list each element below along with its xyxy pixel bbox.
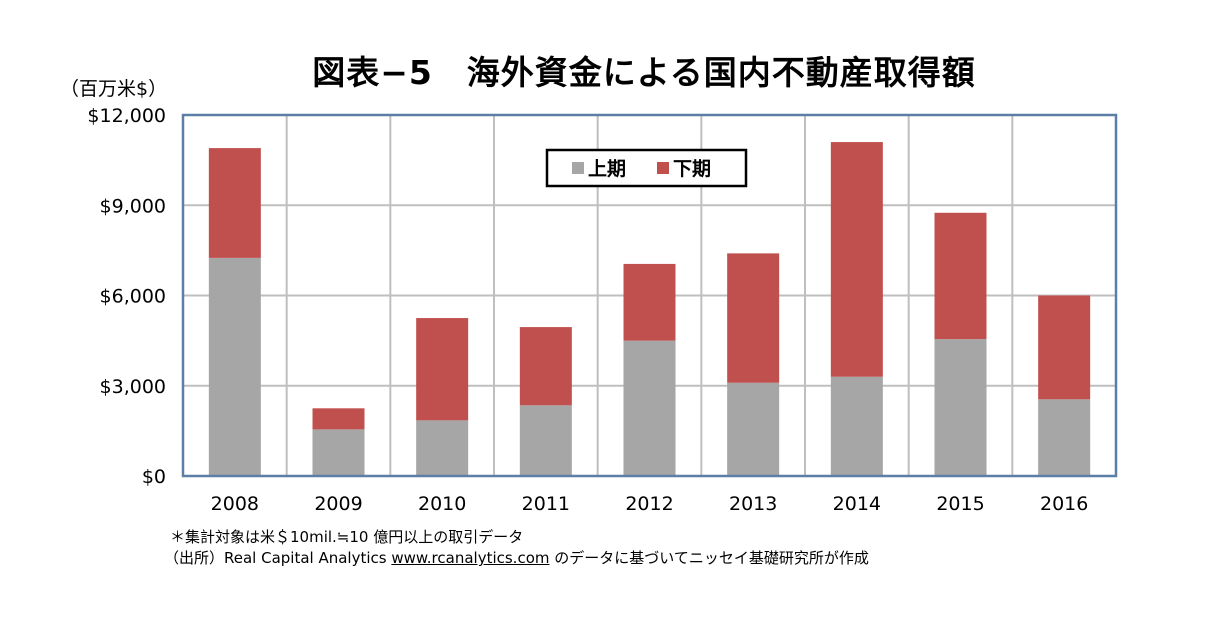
source-link[interactable]: www.rcanalytics.com	[391, 549, 550, 567]
stacked-bar-chart: $0 $3,000 $6,000 $9,000 $12,000 2008 2009 2010…	[87, 105, 1118, 515]
bar-2012-second-half	[623, 263, 676, 341]
bar-2010-second-half	[416, 318, 469, 421]
bar-2009-first-half	[312, 429, 365, 476]
footnote-source: （出所）Real Capital Analytics www.rcanalyti…	[164, 547, 869, 568]
bar-2014-second-half	[830, 142, 883, 377]
x-tick-label-2009: 2009	[314, 493, 362, 515]
chart-title: 図表−5 海外資金による国内不動産取得額	[312, 53, 976, 92]
x-tick-label-2014: 2014	[833, 493, 881, 515]
bar-2015-second-half	[934, 212, 987, 340]
bar-2008-first-half	[208, 257, 261, 476]
legend-swatch	[572, 162, 584, 174]
bars	[208, 142, 1091, 476]
legend-label: 下期	[673, 158, 711, 180]
legend-swatch	[657, 162, 669, 174]
bar-2012-first-half	[623, 340, 676, 476]
x-tick-label-2011: 2011	[522, 493, 570, 515]
x-tick-label-2008: 2008	[211, 493, 259, 515]
bar-2011-second-half	[519, 327, 572, 406]
y-tick-label: $0	[142, 466, 166, 488]
bar-2016-second-half	[1038, 295, 1091, 400]
bar-2008-second-half	[208, 148, 261, 258]
bar-2015-first-half	[934, 339, 987, 476]
x-tick-label-2015: 2015	[936, 493, 984, 515]
footnote-criteria: ＊集計対象は米＄10mil.≒10 億円以上の取引データ	[170, 528, 524, 546]
source-suffix: のデータに基づいてニッセイ基礎研究所が作成	[549, 549, 869, 567]
bar-2013-second-half	[727, 253, 780, 383]
bar-2010-first-half	[416, 420, 469, 476]
x-tick-label-2012: 2012	[625, 493, 673, 515]
bar-2014-first-half	[830, 376, 883, 476]
y-axis-ticks: $0 $3,000 $6,000 $9,000 $12,000	[87, 105, 166, 488]
bar-2011-first-half	[519, 405, 572, 476]
bar-2013-first-half	[727, 382, 780, 476]
x-tick-label-2013: 2013	[729, 493, 777, 515]
source-prefix: （出所）Real Capital Analytics	[164, 549, 392, 567]
bar-2009-second-half	[312, 408, 365, 430]
y-axis-unit-label: （百万米$）	[60, 78, 168, 100]
bar-2016-first-half	[1038, 399, 1091, 476]
plot-border	[181, 113, 1118, 478]
y-tick-label: $9,000	[100, 195, 166, 217]
legend: 上期 下期	[545, 148, 748, 188]
x-tick-label-2010: 2010	[418, 493, 466, 515]
legend-label: 上期	[588, 158, 626, 180]
x-axis-ticks: 2008 2009 2010 2011 2012 2013 2014 2015 2016	[211, 493, 1089, 515]
y-tick-label: $3,000	[100, 376, 166, 398]
y-tick-label: $6,000	[100, 286, 166, 308]
x-tick-label-2016: 2016	[1040, 493, 1088, 515]
y-tick-label: $12,000	[87, 105, 166, 127]
